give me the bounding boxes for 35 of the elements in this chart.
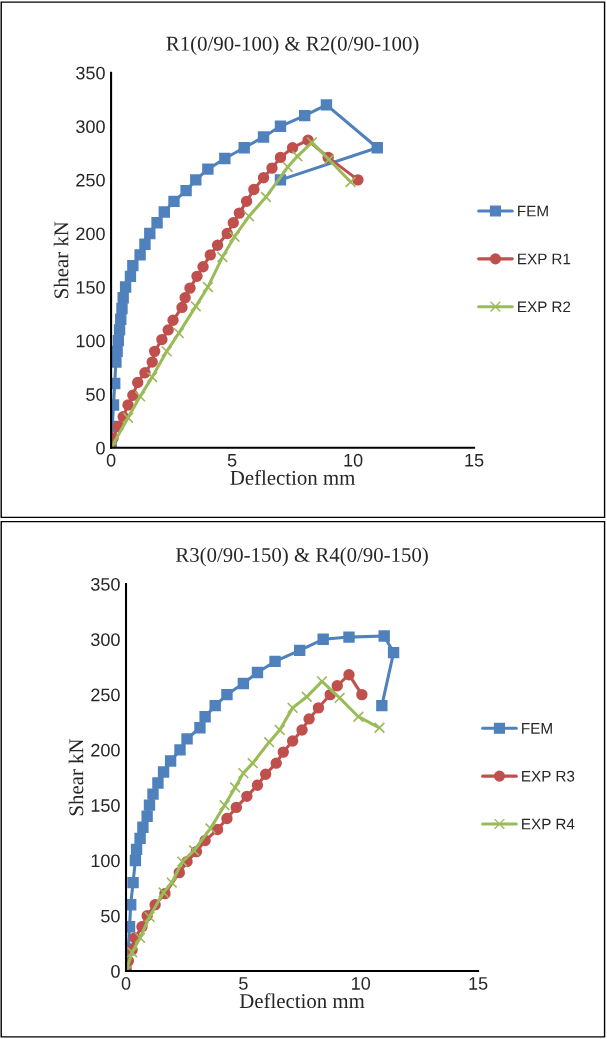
y-tick-label: 300 bbox=[76, 120, 105, 134]
y-tick-label: 0 bbox=[96, 441, 105, 455]
chart-title: R1(0/90-100) & R2(0/90-100) bbox=[166, 36, 419, 55]
x-tick-label: 10 bbox=[344, 453, 363, 467]
legend-label: FEM bbox=[522, 723, 552, 734]
chart-title: R3(0/90-150) & R4(0/90-150) bbox=[175, 547, 428, 567]
legend-label: EXP R3 bbox=[522, 770, 575, 782]
y-tick-label: 300 bbox=[91, 633, 120, 647]
x-tick-label: 15 bbox=[469, 977, 488, 990]
x-tick-label: 5 bbox=[239, 977, 248, 990]
y-tick-label: 100 bbox=[76, 334, 105, 348]
y-tick-label: 350 bbox=[76, 66, 105, 80]
x-tick-label: 5 bbox=[227, 454, 237, 467]
y-axis-title: Shear kN bbox=[53, 221, 69, 298]
legend-label: EXP R4 bbox=[522, 818, 575, 830]
y-tick-label: 50 bbox=[101, 909, 120, 923]
y-axis-title: Shear kN bbox=[68, 738, 84, 816]
y-tick-label: 100 bbox=[91, 854, 120, 868]
y-tick-label: 0 bbox=[111, 964, 120, 978]
y-tick-label: 150 bbox=[76, 281, 105, 294]
y-tick-label: 150 bbox=[91, 799, 120, 812]
legend-label: EXP R1 bbox=[518, 253, 571, 265]
y-tick-label: 250 bbox=[91, 688, 120, 702]
y-tick-label: 50 bbox=[86, 388, 105, 401]
x-tick-label: 0 bbox=[121, 977, 131, 990]
y-tick-label: 350 bbox=[91, 577, 120, 591]
x-axis-title: Deflection mm bbox=[230, 469, 356, 485]
legend-label: FEM bbox=[518, 205, 548, 217]
x-axis-title: Deflection mm bbox=[239, 993, 365, 1009]
legend-label: EXP R2 bbox=[518, 301, 571, 313]
y-tick-label: 200 bbox=[91, 743, 120, 757]
x-tick-label: 10 bbox=[352, 977, 371, 990]
y-tick-label: 250 bbox=[76, 173, 105, 187]
y-tick-label: 200 bbox=[76, 227, 105, 241]
x-tick-label: 15 bbox=[465, 454, 484, 467]
